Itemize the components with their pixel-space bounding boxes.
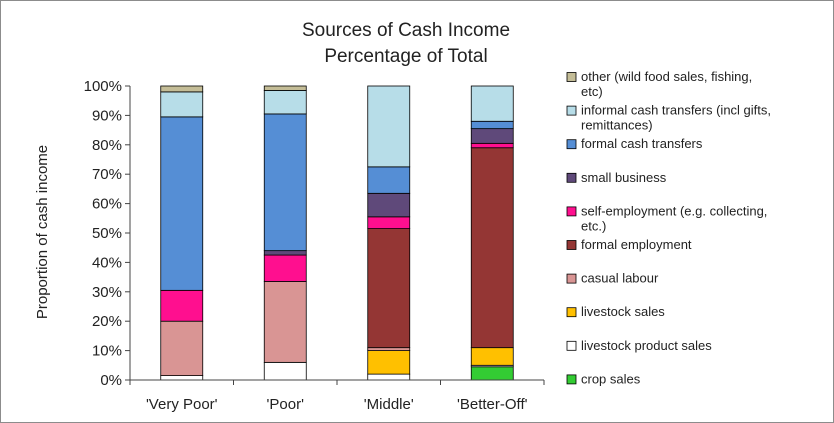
legend-label: livestock sales xyxy=(581,304,665,319)
legend-swatch xyxy=(566,172,577,183)
y-tick-label: 100% xyxy=(84,78,122,95)
y-axis-label: Proportion of cash income xyxy=(34,145,51,319)
y-tick-label: 20% xyxy=(92,313,122,330)
bar-segment xyxy=(470,147,514,349)
bar-segment xyxy=(263,361,307,381)
legend-label: casual labour xyxy=(581,271,659,286)
legend-swatch xyxy=(566,206,577,217)
bar-segment xyxy=(470,142,514,149)
bar-segment xyxy=(470,120,514,130)
x-tick-label: 'Poor' xyxy=(267,396,305,413)
bar-segment xyxy=(367,192,411,218)
y-tick-label: 40% xyxy=(92,254,122,271)
x-tick-label: 'Better-Off' xyxy=(457,396,528,413)
bar-segment xyxy=(263,113,307,252)
bar-segment xyxy=(263,85,307,91)
bar-segment xyxy=(160,375,204,381)
x-tick-label: 'Middle' xyxy=(364,396,414,413)
y-tick-label: 80% xyxy=(92,137,122,154)
bar-segment xyxy=(160,85,204,93)
y-tick-label: 0% xyxy=(100,372,122,389)
bar-segment xyxy=(263,254,307,282)
bar-segment xyxy=(367,166,411,194)
chart-title-line-2: Percentage of Total xyxy=(324,46,487,67)
legend-swatch xyxy=(566,307,577,318)
legend-label: livestock product sales xyxy=(581,338,712,353)
legend-swatch xyxy=(566,273,577,284)
legend-swatch xyxy=(566,374,577,385)
legend: other (wild food sales, fishing, etc) info… xyxy=(566,69,771,386)
legend-swatch xyxy=(566,105,577,116)
bar-segment xyxy=(160,320,204,376)
legend-swatch xyxy=(566,240,577,250)
legend-label: small business xyxy=(581,170,667,185)
bar-segment xyxy=(367,350,411,375)
bars-group xyxy=(160,85,514,381)
bar-segment xyxy=(470,85,514,122)
x-tick-label: 'Very Poor' xyxy=(146,396,218,413)
bar-segment xyxy=(263,281,307,363)
legend-label: formal employment xyxy=(581,237,692,252)
y-tick-label: 50% xyxy=(92,225,122,242)
bar-segment xyxy=(470,128,514,144)
legend-label: other (wild food sales, fishing, etc) xyxy=(581,69,752,99)
chart-title-line-1: Sources of Cash Income xyxy=(302,20,510,41)
bar-segment xyxy=(470,366,514,381)
bar-segment xyxy=(160,289,204,322)
y-tick-label: 90% xyxy=(92,107,122,124)
y-tick-label: 60% xyxy=(92,196,122,213)
legend-label: informal cash transfers (incl gifts, remi… xyxy=(581,103,771,133)
bar-segment xyxy=(367,85,411,168)
bar-segment xyxy=(367,347,411,352)
y-axis-ticks: 0% 10% 20% 30% 40% 50% 60% 70% 80% 90% 100% xyxy=(84,78,130,389)
legend-swatch xyxy=(566,340,577,351)
bar-segment xyxy=(160,91,204,118)
y-tick-label: 30% xyxy=(92,284,122,301)
x-axis-labels: 'Very Poor' 'Poor' 'Middle' 'Better-Off' xyxy=(146,396,528,413)
legend-swatch xyxy=(566,139,577,150)
bar-segment xyxy=(160,116,204,291)
legend-label: formal cash transfers xyxy=(581,136,703,151)
bar-segment xyxy=(367,228,411,349)
legend-label: crop sales xyxy=(581,371,641,386)
bar-segment xyxy=(367,216,411,229)
legend-label: self-employment (e.g. collecting, etc.) xyxy=(581,203,767,233)
legend-swatch xyxy=(566,72,577,82)
bar-segment xyxy=(263,250,307,256)
y-tick-label: 70% xyxy=(92,166,122,183)
bar-segment xyxy=(367,373,411,381)
bar-segment xyxy=(263,90,307,115)
axes-group xyxy=(129,86,545,385)
y-tick-label: 10% xyxy=(92,343,122,360)
bar-segment xyxy=(470,347,514,366)
